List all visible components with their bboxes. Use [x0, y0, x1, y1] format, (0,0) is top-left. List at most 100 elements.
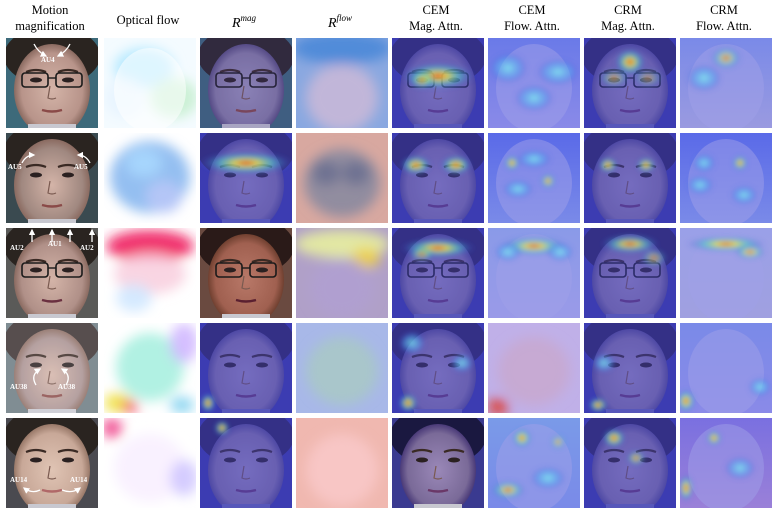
au-arrows: [33, 368, 69, 386]
header-crm-flow-attn: CRM Flow. Attn.: [696, 3, 752, 33]
panel-image: [584, 323, 676, 413]
au-label: AU2: [10, 244, 24, 252]
panel-crm-mag-attn-row2: [584, 133, 676, 223]
panel-motion-magnification-row3: [6, 228, 98, 318]
panel-image: [6, 323, 98, 413]
panel-crm-mag-attn-row3: [584, 228, 676, 318]
header-r-mag: Rmag: [231, 13, 257, 31]
panel-image: [200, 418, 292, 508]
au-label: AU38: [10, 383, 28, 391]
au-label: AU14: [70, 476, 88, 484]
panel-optical-flow-row5: [104, 418, 196, 508]
au-arrows: [22, 487, 82, 494]
panel-cem-mag-attn-row4: [392, 323, 484, 413]
panel-cem-flow-attn-row1: [488, 38, 580, 128]
panel-image: [680, 418, 772, 508]
panel-image: [488, 38, 580, 128]
panel-image: [104, 38, 196, 128]
panel-image: [680, 228, 772, 318]
panel-image: [680, 38, 772, 128]
panel-r-flow-row2: [296, 133, 388, 223]
panel-motion-magnification-row2: [6, 133, 98, 223]
header-r-flow: Rflow: [327, 13, 353, 31]
panel-image: [584, 418, 676, 508]
panel-cem-flow-attn-row2: [488, 133, 580, 223]
panel-image: [296, 228, 388, 318]
panel-optical-flow-row4: [104, 323, 196, 413]
panel-crm-flow-attn-row4: [680, 323, 772, 413]
panel-cem-mag-attn-row3: [392, 228, 484, 318]
panel-image: [296, 38, 388, 128]
panel-r-mag-row5: [200, 418, 292, 508]
au-label: AU14: [10, 476, 28, 484]
panel-image: [392, 38, 484, 128]
figure-row-4: [0, 323, 775, 413]
panel-crm-mag-attn-row4: [584, 323, 676, 413]
panel-image: [104, 133, 196, 223]
panel-cem-flow-attn-row4: [488, 323, 580, 413]
panel-optical-flow-row2: [104, 133, 196, 223]
panel-crm-mag-attn-row1: [584, 38, 676, 128]
panel-image: [6, 133, 98, 223]
panel-image: [488, 228, 580, 318]
panel-motion-magnification-row4: [6, 323, 98, 413]
panel-crm-flow-attn-row1: [680, 38, 772, 128]
panel-r-flow-row3: [296, 228, 388, 318]
panel-r-mag-row2: [200, 133, 292, 223]
panel-cem-mag-attn-row1: [392, 38, 484, 128]
panel-cem-mag-attn-row5: [392, 418, 484, 508]
figure-row-5: [0, 418, 775, 508]
header-motion-magnification: Motion magnification: [15, 3, 85, 33]
au-label: AU4: [41, 56, 55, 64]
panel-r-mag-row3: [200, 228, 292, 318]
panel-image: [296, 323, 388, 413]
au-arrows: [33, 43, 71, 57]
panel-r-flow-row1: [296, 38, 388, 128]
panel-image: [296, 133, 388, 223]
panel-image: [392, 228, 484, 318]
au-label: AU5: [74, 163, 88, 171]
panel-image: [584, 133, 676, 223]
panel-motion-magnification-row1: [6, 38, 98, 128]
header-crm-mag-attn: CRM Mag. Attn.: [601, 3, 655, 33]
au-label: AU2: [80, 244, 94, 252]
au-label: AU1: [48, 240, 62, 248]
panel-r-mag-row1: [200, 38, 292, 128]
panel-cem-flow-attn-row5: [488, 418, 580, 508]
panel-cem-mag-attn-row2: [392, 133, 484, 223]
panel-r-flow-row5: [296, 418, 388, 508]
panel-image: [488, 133, 580, 223]
panel-image: [6, 38, 98, 128]
panel-image: [200, 38, 292, 128]
panel-image: [104, 228, 196, 318]
panel-motion-magnification-row5: [6, 418, 98, 508]
panel-image: [584, 228, 676, 318]
panel-image: [6, 228, 98, 318]
panel-image: [488, 418, 580, 508]
panel-image: [680, 323, 772, 413]
panel-image: [392, 418, 484, 508]
panel-image: [392, 323, 484, 413]
panel-r-mag-row4: [200, 323, 292, 413]
panel-optical-flow-row3: [104, 228, 196, 318]
panel-image: [6, 418, 98, 508]
panel-image: [200, 323, 292, 413]
panel-optical-flow-row1: [104, 38, 196, 128]
panel-image: [488, 323, 580, 413]
panel-crm-flow-attn-row2: [680, 133, 772, 223]
panel-crm-flow-attn-row3: [680, 228, 772, 318]
panel-cem-flow-attn-row3: [488, 228, 580, 318]
panel-image: [200, 228, 292, 318]
au-label: AU5: [8, 163, 22, 171]
panel-image: [104, 418, 196, 508]
figure-row-1: [0, 38, 775, 128]
header-cem-flow-attn: CEM Flow. Attn.: [504, 3, 560, 33]
panel-crm-mag-attn-row5: [584, 418, 676, 508]
panel-image: [680, 133, 772, 223]
panel-image: [584, 38, 676, 128]
panel-image: [296, 418, 388, 508]
panel-r-flow-row4: [296, 323, 388, 413]
au-label: AU38: [58, 383, 76, 391]
panel-image: [104, 323, 196, 413]
